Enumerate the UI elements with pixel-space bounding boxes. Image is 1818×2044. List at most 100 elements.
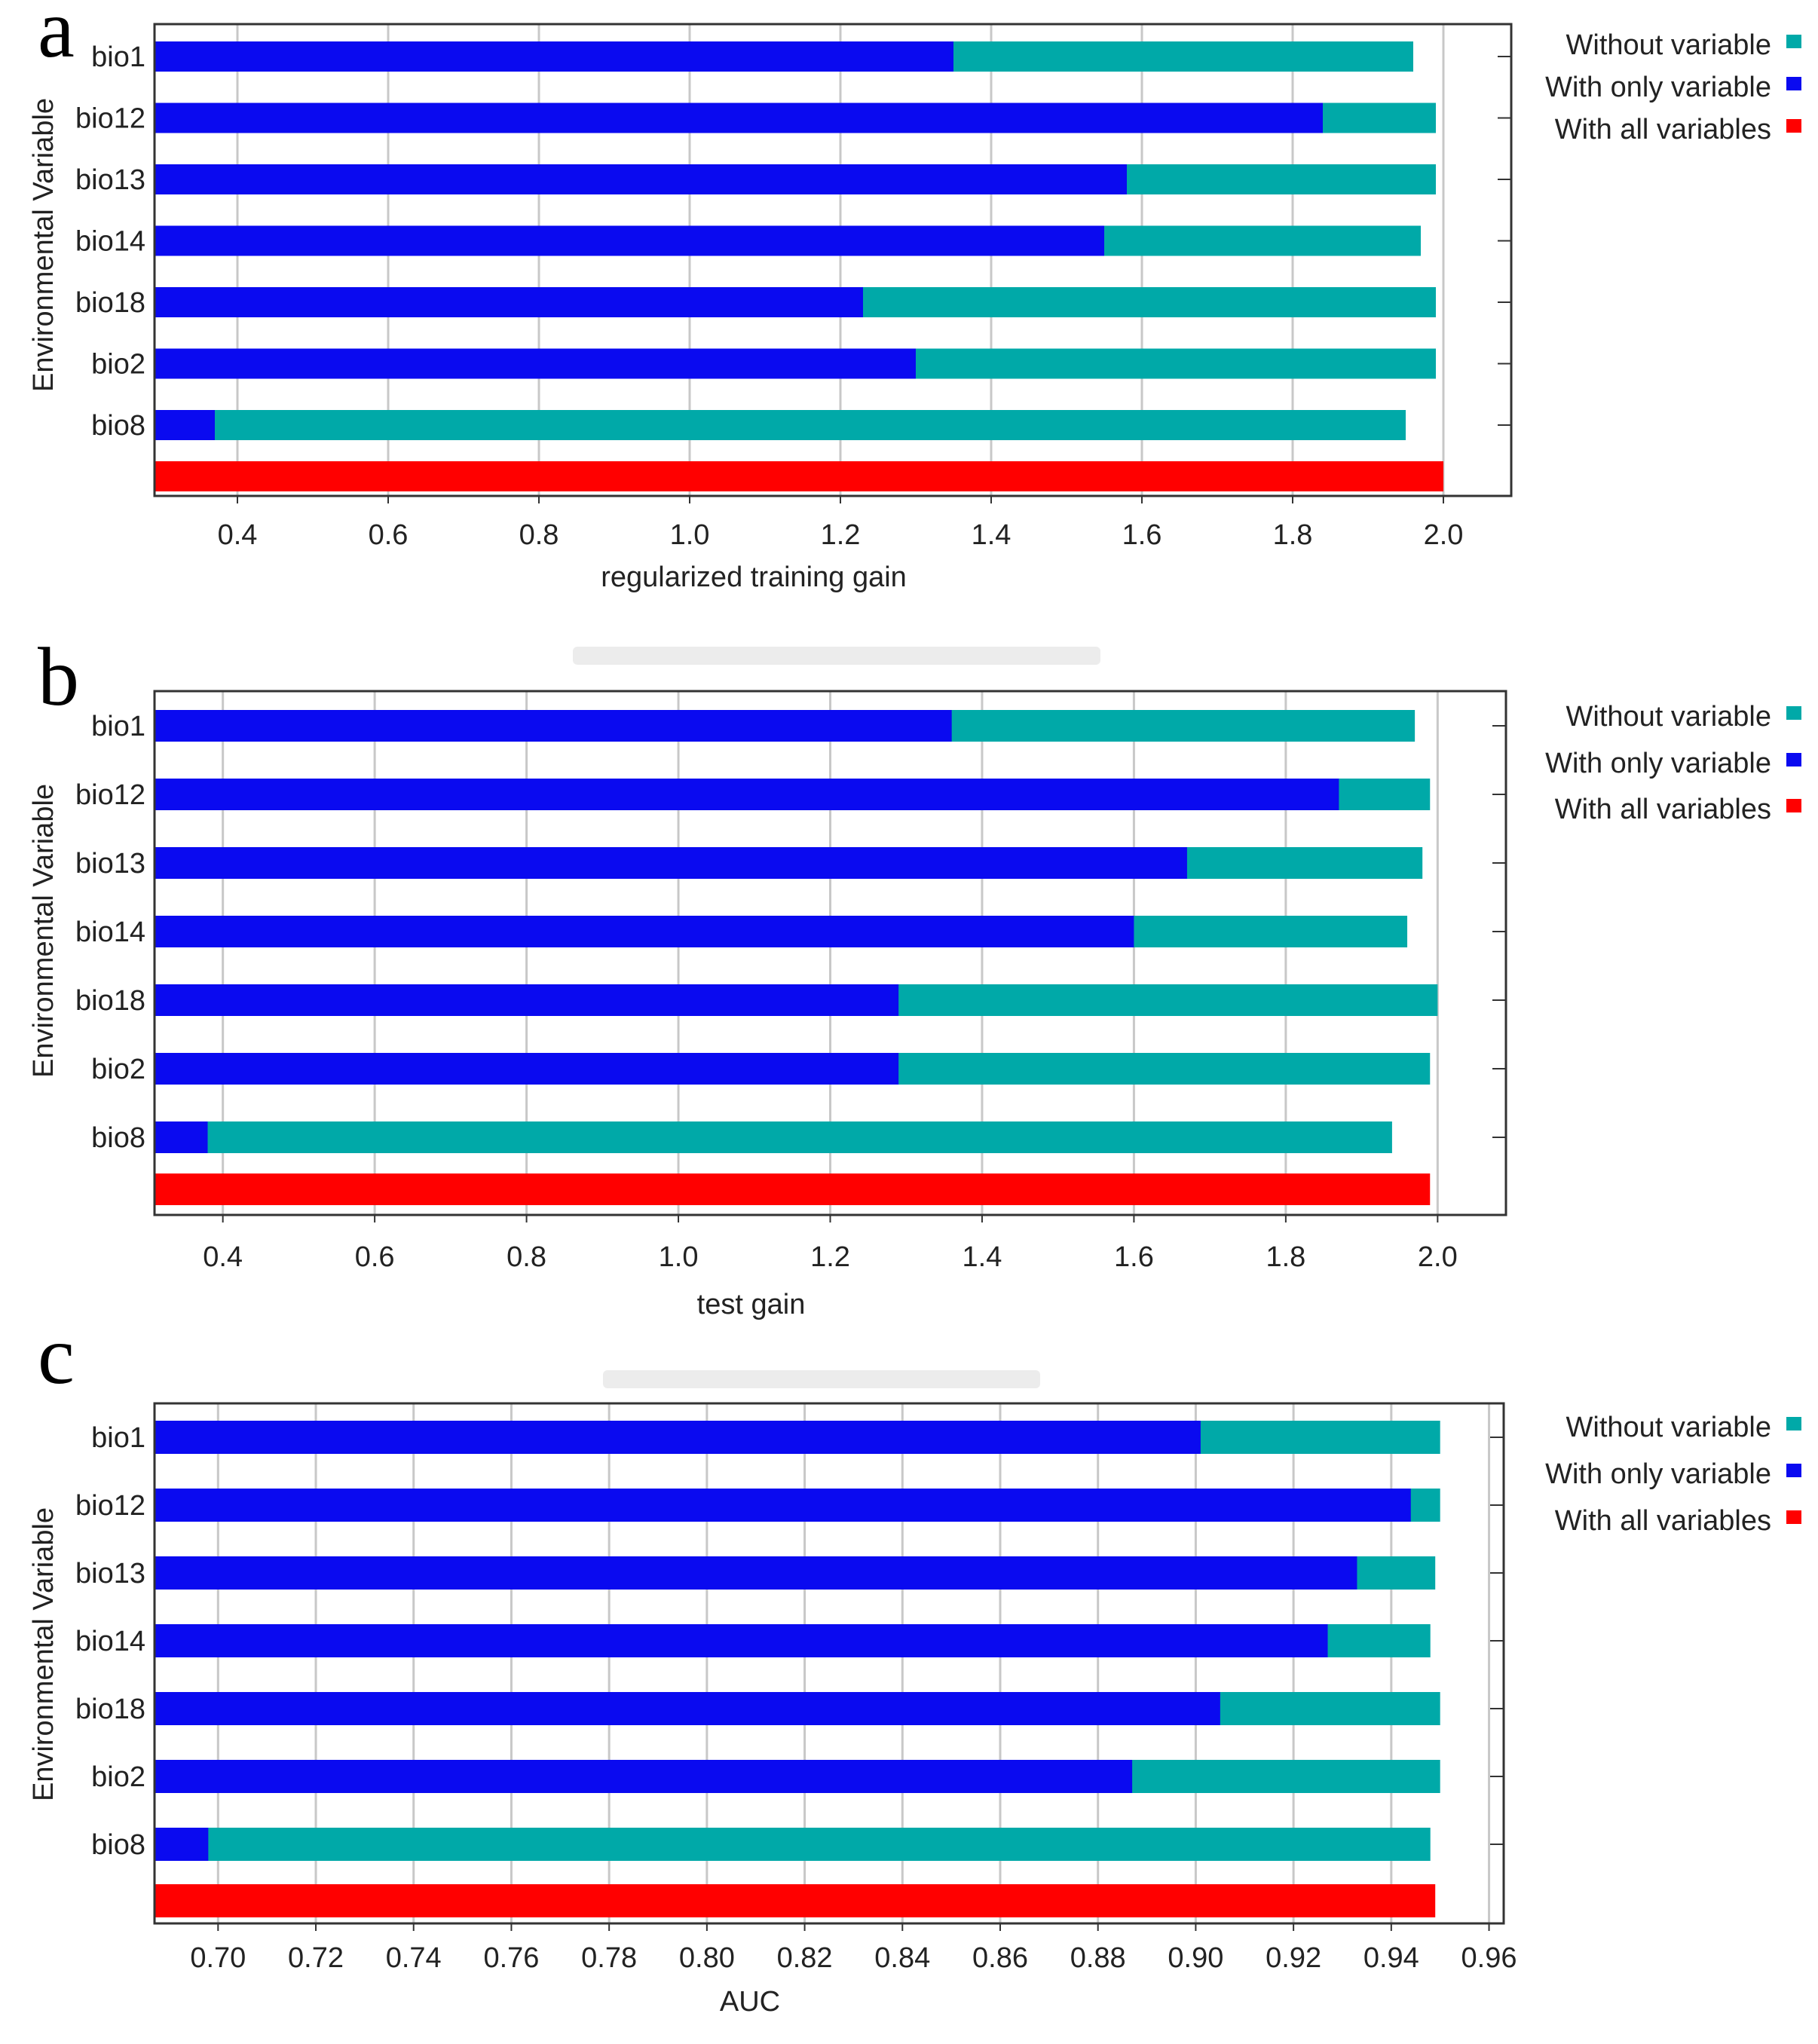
x-tick-label: 1.6 <box>1122 519 1162 551</box>
x-tick-label: 1.4 <box>963 1241 1002 1273</box>
legend-with-all-variables-swatch <box>1786 799 1801 812</box>
category-label-bio14: bio14 <box>75 226 145 258</box>
x-tick-label: 0.4 <box>218 519 258 551</box>
x-tick-label: 0.4 <box>203 1241 243 1273</box>
bar-without-variable-bio8 <box>155 1828 1431 1861</box>
bar-with-only-variable-bio1 <box>155 41 953 72</box>
bar-with-only-variable-bio13 <box>155 164 1127 194</box>
plot-frame <box>153 23 1513 497</box>
bar-with-only-variable-bio8 <box>155 1121 208 1153</box>
x-tick-label: 1.0 <box>659 1241 699 1273</box>
bar-with-only-variable-bio1 <box>155 710 952 742</box>
legend-without-variable: Without variable <box>1566 29 1771 61</box>
x-tick-label: 0.92 <box>1266 1942 1321 1974</box>
bar-without-variable-bio8 <box>155 1121 1392 1153</box>
category-label-bio1: bio1 <box>91 41 145 73</box>
y-axis-title: Environmental Variable <box>28 98 60 392</box>
bar-with-only-variable-bio8 <box>155 410 215 440</box>
faint-caption-b <box>573 647 1100 665</box>
x-tick-label: 0.70 <box>190 1942 246 1974</box>
legend-with-only-variable: With only variable <box>1545 748 1771 779</box>
plot-frame <box>153 1402 1505 1925</box>
panel-a: a 0.4 0.6 0.8 1.0 1.2 1.4 1.6 1.8 2.0 bio1 bio12 bio… <box>28 0 1801 593</box>
bar-with-only-variable-bio18 <box>155 1692 1220 1725</box>
bar-with-only-variable-bio8 <box>155 1828 209 1861</box>
legend-without-variable-swatch <box>1786 35 1801 48</box>
category-label-bio18: bio18 <box>75 985 145 1017</box>
category-label-bio13: bio13 <box>75 164 145 196</box>
x-axis-title: AUC <box>720 1986 780 2018</box>
x-tick-label: 1.4 <box>972 519 1012 551</box>
category-label-bio14: bio14 <box>75 916 145 948</box>
x-tick-label: 0.86 <box>972 1942 1028 1974</box>
x-tick-label: 1.8 <box>1266 1241 1305 1273</box>
bar-with-all-variables <box>155 461 1443 491</box>
legend-with-only-variable: With only variable <box>1545 72 1771 103</box>
legend-without-variable: Without variable <box>1566 701 1771 733</box>
bar-with-only-variable-bio12 <box>155 779 1339 810</box>
bar-with-only-variable-bio2 <box>155 1053 899 1085</box>
category-label-bio12: bio12 <box>75 1490 145 1522</box>
category-label-bio12: bio12 <box>75 779 145 811</box>
category-label-bio13: bio13 <box>75 848 145 880</box>
bar-with-only-variable-bio14 <box>155 225 1104 256</box>
panel-b: b 0.4 0.6 0.8 1.0 1.2 1.4 1.6 1.8 2.0 bio1 bio12 bio… <box>28 631 1801 1320</box>
bar-with-only-variable-bio14 <box>155 916 1134 947</box>
x-tick-label: 0.6 <box>369 519 409 551</box>
bar-with-only-variable-bio2 <box>155 1760 1133 1793</box>
bar-with-only-variable-bio14 <box>155 1624 1328 1657</box>
y-axis-title: Environmental Variable <box>28 784 60 1078</box>
x-tick-label: 1.2 <box>810 1241 850 1273</box>
x-tick-label: 0.76 <box>483 1942 539 1974</box>
x-tick-label: 0.8 <box>519 519 559 551</box>
x-axis-title: test gain <box>697 1289 806 1320</box>
panel-letter: c <box>38 1309 75 1401</box>
x-tick-label: 0.74 <box>386 1942 442 1974</box>
category-label-bio14: bio14 <box>75 1626 145 1657</box>
panel-c: c 0.70 0.72 0.74 0.76 0.78 0.80 0.82 0.84 0.86 0.8… <box>28 1309 1801 2018</box>
x-tick-label: 1.2 <box>821 519 861 551</box>
category-label-bio8: bio8 <box>91 1829 145 1861</box>
category-label-bio2: bio2 <box>91 349 145 381</box>
x-tick-label: 0.80 <box>679 1942 735 1974</box>
x-tick-label: 0.96 <box>1461 1942 1517 1974</box>
bar-with-only-variable-bio2 <box>155 348 916 379</box>
bar-with-only-variable-bio12 <box>155 1489 1411 1522</box>
category-label-bio12: bio12 <box>75 103 145 135</box>
legend-without-variable: Without variable <box>1566 1412 1771 1443</box>
plot-frame <box>153 690 1507 1216</box>
panel-letter: b <box>38 631 79 723</box>
bar-without-variable-bio8 <box>155 410 1406 440</box>
x-tick-label: 0.88 <box>1070 1942 1126 1974</box>
legend-with-only-variable: With only variable <box>1545 1458 1771 1490</box>
category-label-bio2: bio2 <box>91 1054 145 1085</box>
x-tick-label: 0.84 <box>874 1942 930 1974</box>
category-label-bio13: bio13 <box>75 1558 145 1590</box>
category-label-bio1: bio1 <box>91 711 145 742</box>
bar-with-only-variable-bio18 <box>155 984 899 1016</box>
x-tick-label: 0.82 <box>777 1942 833 1974</box>
category-label-bio18: bio18 <box>75 287 145 319</box>
x-tick-label: 0.90 <box>1168 1942 1223 1974</box>
bar-with-only-variable-bio13 <box>155 1556 1357 1590</box>
bar-with-only-variable-bio1 <box>155 1421 1201 1454</box>
category-label-bio18: bio18 <box>75 1694 145 1725</box>
x-tick-label: 1.0 <box>670 519 710 551</box>
legend-with-all-variables: With all variables <box>1555 1505 1771 1537</box>
x-tick-label: 2.0 <box>1424 519 1464 551</box>
legend-with-only-variable-swatch <box>1786 753 1801 766</box>
legend-with-all-variables: With all variables <box>1555 114 1771 145</box>
legend-with-all-variables: With all variables <box>1555 794 1771 825</box>
legend-with-all-variables-swatch <box>1786 1510 1801 1524</box>
x-tick-label: 0.72 <box>288 1942 344 1974</box>
x-tick-label: 1.8 <box>1273 519 1313 551</box>
legend-without-variable-swatch <box>1786 1417 1801 1430</box>
legend-with-only-variable-swatch <box>1786 77 1801 90</box>
bar-with-only-variable-bio18 <box>155 287 863 317</box>
legend-with-all-variables-swatch <box>1786 119 1801 133</box>
x-axis-title: regularized training gain <box>601 561 907 593</box>
x-tick-label: 1.6 <box>1114 1241 1154 1273</box>
bar-with-only-variable-bio12 <box>155 103 1323 133</box>
category-label-bio1: bio1 <box>91 1422 145 1454</box>
